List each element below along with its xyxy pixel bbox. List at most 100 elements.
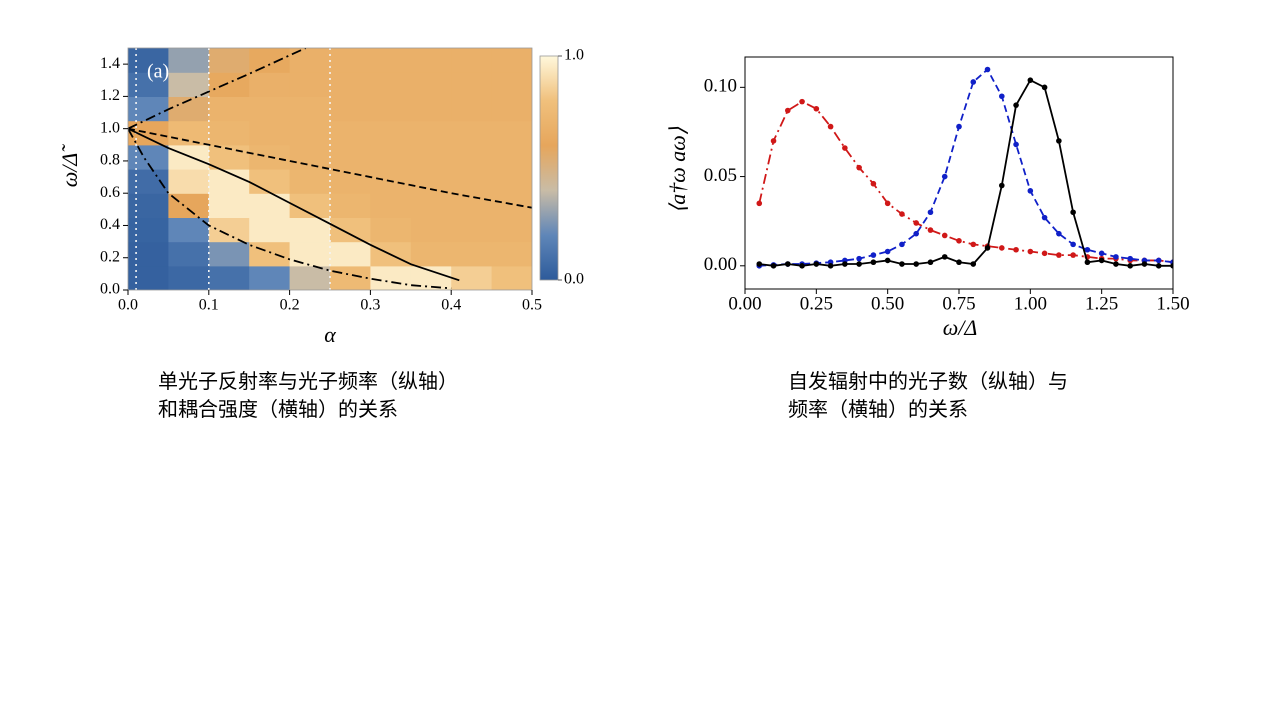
data-point bbox=[856, 255, 862, 262]
heatmap-cell bbox=[249, 120, 291, 146]
data-point bbox=[913, 261, 919, 267]
data-point bbox=[870, 252, 877, 258]
curve bbox=[128, 127, 460, 282]
colorbar bbox=[539, 55, 559, 281]
heatmap-cell bbox=[410, 217, 452, 243]
heatmap-cell bbox=[370, 120, 412, 146]
data-point bbox=[927, 227, 934, 233]
y-tick-label: 0.6 bbox=[100, 184, 120, 201]
x-tick-label: 0.00 bbox=[728, 293, 761, 314]
y-tick-label: 0.05 bbox=[704, 165, 737, 186]
data-point bbox=[941, 232, 948, 239]
data-point bbox=[1098, 257, 1105, 264]
data-point bbox=[1170, 263, 1173, 269]
heatmap-cell bbox=[128, 169, 169, 194]
heatmap-cell bbox=[249, 241, 291, 267]
data-point bbox=[913, 230, 919, 237]
data-point bbox=[884, 200, 891, 207]
heatmap-cell bbox=[370, 265, 412, 290]
x-tick-label: 0.25 bbox=[800, 293, 833, 314]
data-point bbox=[799, 263, 805, 269]
data-point bbox=[1013, 246, 1019, 253]
y-tick-label: 1.2 bbox=[100, 87, 120, 104]
heatmap-cell bbox=[249, 96, 291, 122]
data-point bbox=[1056, 138, 1062, 144]
heatmap-cell bbox=[168, 169, 210, 194]
y-tick-label: 0.2 bbox=[100, 248, 120, 265]
heatmap-cell bbox=[249, 193, 291, 218]
heatmap-cell bbox=[410, 96, 452, 122]
data-point bbox=[1141, 261, 1148, 267]
heatmap-cell bbox=[330, 72, 371, 97]
data-point bbox=[970, 261, 977, 267]
data-point bbox=[1013, 102, 1019, 108]
x-tick-label: 0.1 bbox=[199, 297, 219, 314]
data-point bbox=[1070, 241, 1076, 248]
x-tick-label: 0.3 bbox=[360, 297, 380, 314]
x-tick-label: 0.0 bbox=[118, 297, 138, 314]
heatmap-cell bbox=[289, 72, 331, 97]
caption: 自发辐射中的光子数（纵轴）与 bbox=[788, 369, 1068, 393]
heatmap-cell bbox=[370, 144, 412, 170]
data-point bbox=[856, 164, 862, 171]
heatmap-cell bbox=[330, 241, 371, 267]
data-point bbox=[1013, 141, 1019, 148]
heatmap-cell bbox=[168, 48, 210, 73]
data-point bbox=[941, 254, 948, 260]
heatmap-cell bbox=[491, 169, 532, 194]
heatmap-cell bbox=[491, 144, 532, 170]
heatmap-cell bbox=[128, 144, 169, 170]
data-point bbox=[827, 263, 834, 269]
data-point bbox=[827, 123, 834, 130]
series-line bbox=[758, 100, 1173, 264]
heatmap-cell bbox=[370, 96, 412, 122]
data-point bbox=[1070, 209, 1076, 216]
y-tick-label: 0.8 bbox=[100, 152, 120, 169]
heatmap-cell bbox=[370, 217, 412, 243]
data-point bbox=[1027, 77, 1034, 83]
series-line bbox=[759, 68, 1173, 267]
heatmap-cell bbox=[451, 72, 493, 97]
data-point bbox=[785, 107, 791, 114]
series-layer bbox=[756, 66, 1173, 269]
data-point bbox=[1084, 246, 1091, 253]
heatmap-cell bbox=[491, 217, 532, 243]
heatmap-cell bbox=[370, 72, 412, 97]
heatmap-cell bbox=[410, 144, 452, 170]
curve bbox=[128, 127, 532, 209]
heatmap-cell bbox=[491, 48, 532, 73]
heatmap-cell bbox=[208, 217, 250, 243]
data-point bbox=[970, 79, 977, 85]
heatmap-cell bbox=[370, 193, 412, 218]
data-point bbox=[984, 66, 991, 73]
x-tick-label: 0.5 bbox=[522, 297, 542, 314]
caption: 单光子反射率与光子频率（纵轴） bbox=[158, 369, 458, 393]
data-point bbox=[927, 259, 934, 266]
heatmap-cell bbox=[451, 193, 493, 218]
heatmap-cell bbox=[451, 241, 493, 267]
heatmap-cell bbox=[249, 48, 291, 73]
data-point bbox=[970, 241, 977, 248]
heatmap-cell bbox=[491, 72, 532, 97]
data-point bbox=[1041, 250, 1048, 257]
plot-frame bbox=[127, 47, 533, 291]
x-tick-label: 1.25 bbox=[1085, 293, 1118, 314]
heatmap-cell bbox=[330, 48, 371, 73]
data-point bbox=[1084, 259, 1091, 266]
x-axis-label: ω/Δ bbox=[943, 315, 978, 340]
data-point bbox=[884, 248, 891, 255]
data-point bbox=[856, 261, 862, 267]
heatmap-cell bbox=[491, 265, 532, 290]
heatmap-cell bbox=[491, 96, 532, 122]
heatmap-cell bbox=[208, 265, 250, 290]
plot-frame bbox=[744, 56, 1174, 290]
heatmap-cell bbox=[249, 72, 291, 97]
heatmap-cell bbox=[128, 241, 169, 267]
data-point bbox=[999, 182, 1005, 189]
y-tick-label: 0.0 bbox=[100, 281, 120, 298]
colorbar-tick-label: 0.0 bbox=[564, 271, 584, 288]
heatmap-cell bbox=[208, 48, 250, 73]
heatmap-cell bbox=[410, 193, 452, 218]
y-tick-label: 0.00 bbox=[704, 254, 737, 275]
